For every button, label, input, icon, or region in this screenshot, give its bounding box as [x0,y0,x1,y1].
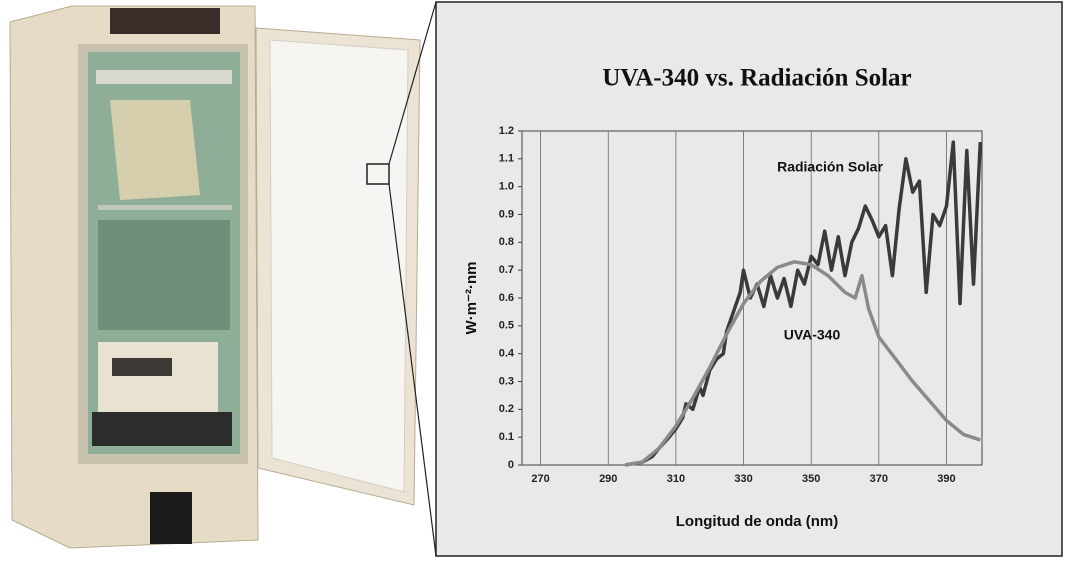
y-tick-label: 0.8 [499,236,514,248]
x-tick-label: 390 [937,473,955,485]
y-tick-label: 0.1 [499,431,514,443]
x-tick-label: 350 [802,473,820,485]
y-axis-label: W·m⁻²·nm [463,262,480,335]
y-tick-label: 1.2 [499,125,514,137]
y-tick-label: 0.4 [499,348,515,360]
x-tick-label: 330 [734,473,752,485]
y-tick-label: 1.1 [499,153,514,165]
x-axis-label: Longitud de onda (nm) [676,513,838,530]
chart-title: UVA-340 vs. Radiación Solar [602,65,911,92]
series-label: Radiación Solar [777,159,883,175]
y-tick-label: 1.0 [499,181,514,193]
y-tick-label: 0 [508,459,514,471]
x-tick-label: 290 [599,473,617,485]
x-tick-label: 310 [667,473,685,485]
chamber-illustration [9,1,437,557]
x-tick-label: 270 [531,473,549,485]
y-tick-label: 0.2 [499,403,514,415]
y-tick-label: 0.3 [499,375,514,387]
y-tick-label: 0.6 [499,292,514,304]
y-tick-label: 0.9 [499,208,514,220]
y-tick-label: 0.5 [499,320,514,332]
y-tick-label: 0.7 [499,264,514,276]
x-tick-label: 370 [870,473,888,485]
series-line [624,260,981,467]
series-line [624,140,983,467]
series-label: UVA-340 [784,327,841,343]
